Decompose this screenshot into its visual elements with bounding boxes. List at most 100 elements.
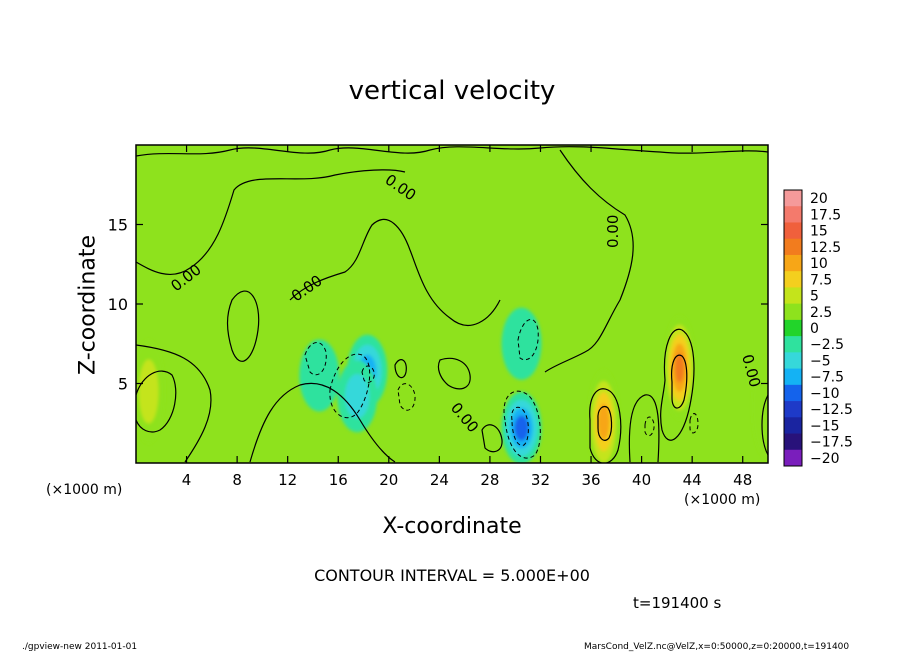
colorbar-frame xyxy=(783,189,803,467)
y-axis-ticks: 5 10 15 xyxy=(108,216,768,394)
feature-downdraft-7 xyxy=(299,339,340,412)
zero-contour-bottom xyxy=(249,382,396,463)
colorbar-label-5: 7.5 xyxy=(810,272,832,288)
colorbar-swatch-2 xyxy=(784,222,802,240)
colorbar-label-15: −17.5 xyxy=(810,435,853,451)
left-updraft-contour xyxy=(136,370,177,433)
contour-near-40 xyxy=(628,394,660,463)
x-tick-label-3: 16 xyxy=(329,471,348,489)
updraft-contour-37-inner xyxy=(597,405,613,441)
colorbar-swatch-1 xyxy=(784,206,802,223)
colorbar-swatch-12 xyxy=(784,384,802,402)
negative-contours xyxy=(304,318,699,459)
colorbar-label-10: −5 xyxy=(810,354,831,370)
colorbar-label-6: 5 xyxy=(810,289,819,305)
x-tick-label-8: 36 xyxy=(581,471,600,489)
colorbar: 2017.51512.5107.552.50−2.5−5−7.5−10−12.5… xyxy=(783,189,853,467)
feature-level-3-0 xyxy=(752,355,768,460)
zero-contour-bottom-left xyxy=(136,344,212,463)
x-axis-ticks: 4 8 12 16 20 24 28 32 36 40 44 48 xyxy=(182,145,752,489)
colorbar-swatch-6 xyxy=(784,287,802,305)
y-tick-label-2: 15 xyxy=(108,216,128,235)
colorbar-label-2: 15 xyxy=(810,224,828,240)
small-contour-1 xyxy=(394,359,407,379)
x-tick-label-7: 32 xyxy=(531,471,550,489)
colorbar-label-8: 0 xyxy=(810,321,819,337)
colorbar-swatch-11 xyxy=(784,368,802,386)
zero-contour-right-upper xyxy=(544,149,634,373)
zero-contour-mid xyxy=(289,218,501,326)
colorbar-swatch-4 xyxy=(784,254,802,272)
y-unit-label: (×1000 m) xyxy=(684,492,761,508)
colorbar-label-3: 12.5 xyxy=(810,240,841,256)
colorbar-label-4: 10 xyxy=(810,256,828,272)
downdraft-contour-18 xyxy=(329,353,371,419)
colorbar-label-7: 2.5 xyxy=(810,305,832,321)
colorbar-swatch-9 xyxy=(784,336,802,353)
x-tick-label-10: 44 xyxy=(683,471,702,489)
feature-level-0-4 xyxy=(674,352,685,383)
zero-contour-upper-left xyxy=(136,169,406,275)
x-tick-label-11: 48 xyxy=(733,471,752,489)
x-tick-label-5: 24 xyxy=(430,471,449,489)
right-edge-contour xyxy=(761,394,768,456)
x-tick-label-9: 40 xyxy=(632,471,651,489)
timestamp: t=191400 s xyxy=(633,594,722,612)
x-axis-label: X-coordinate xyxy=(382,514,522,539)
colorbar-label-13: −12.5 xyxy=(810,402,853,418)
x-tick-label-4: 20 xyxy=(379,471,398,489)
feature-level-2-1 xyxy=(138,359,159,424)
updraft-contour-44 xyxy=(660,328,695,441)
zero-contour-left-loop xyxy=(226,290,260,362)
chart-title: vertical velocity xyxy=(348,76,556,106)
contour-label-4: 0.00 xyxy=(604,215,622,248)
feature-level-8-0 xyxy=(501,307,542,380)
colorbar-swatch-10 xyxy=(784,352,802,369)
feature-level-6-1 xyxy=(344,374,370,419)
feature-level-1-3 xyxy=(598,403,610,440)
colorbar-label-16: −20 xyxy=(810,451,840,467)
footer-left: ./gpview-new 2011-01-01 xyxy=(22,642,138,652)
downdraft-contour-30-upper xyxy=(517,318,539,361)
colorbar-swatch-8 xyxy=(784,319,802,337)
colorbar-swatch-13 xyxy=(784,401,802,418)
colorbar-label-14: −15 xyxy=(810,418,840,434)
small-contour-2 xyxy=(437,357,471,390)
downdraft-contour-18-inner xyxy=(361,365,375,383)
downdraft-contour-30 xyxy=(503,390,541,459)
x-tick-label-2: 12 xyxy=(278,471,297,489)
feature-updraft-3 xyxy=(752,355,768,460)
zero-contour-top xyxy=(136,146,768,157)
y-axis-label: Z-coordinate xyxy=(75,235,101,375)
y-tick-label-0: 5 xyxy=(118,375,128,394)
colorbar-swatch-14 xyxy=(784,417,802,434)
updraft-contour-44-inner xyxy=(671,354,688,409)
x-tick-label-1: 8 xyxy=(232,471,242,489)
colorbar-label-9: −2.5 xyxy=(810,337,844,353)
colorbar-label-0: 20 xyxy=(810,191,828,207)
field-background xyxy=(136,145,768,463)
colorbar-swatch-16 xyxy=(784,449,802,467)
plot-area: 0.00 0.00 0.00 0.00 0.00 0.00 4 8 12 16 20 24… xyxy=(108,144,769,489)
contour-interval-text: CONTOUR INTERVAL = 5.000E+00 xyxy=(314,566,590,585)
colorbar-swatch-7 xyxy=(784,303,802,321)
colorbar-swatch-3 xyxy=(784,238,802,256)
feature-downdraft-8 xyxy=(501,307,542,380)
x-unit-label: (×1000 m) xyxy=(46,482,123,498)
feature-level-4-3 xyxy=(514,415,529,441)
colorbar-label-12: −10 xyxy=(810,386,840,402)
downdraft-contour-30-inner xyxy=(511,406,529,446)
x-tick-label-6: 28 xyxy=(480,471,499,489)
feature-level-7-0 xyxy=(299,339,340,412)
colorbar-swatch-5 xyxy=(784,271,802,288)
colorbar-swatch-0 xyxy=(784,190,802,207)
y-tick-label-1: 10 xyxy=(108,295,128,314)
feature-updraft-1 xyxy=(587,369,620,463)
feature-updraft-2 xyxy=(136,339,165,444)
colorbar-label-11: −7.5 xyxy=(810,370,844,386)
downdraft-contour-20 xyxy=(397,383,416,411)
colorbar-swatch-15 xyxy=(784,433,802,451)
contour-lines xyxy=(136,146,768,463)
footer-right: MarsCond_VelZ.nc@VelZ,x=0:50000,z=0:2000… xyxy=(584,642,850,652)
